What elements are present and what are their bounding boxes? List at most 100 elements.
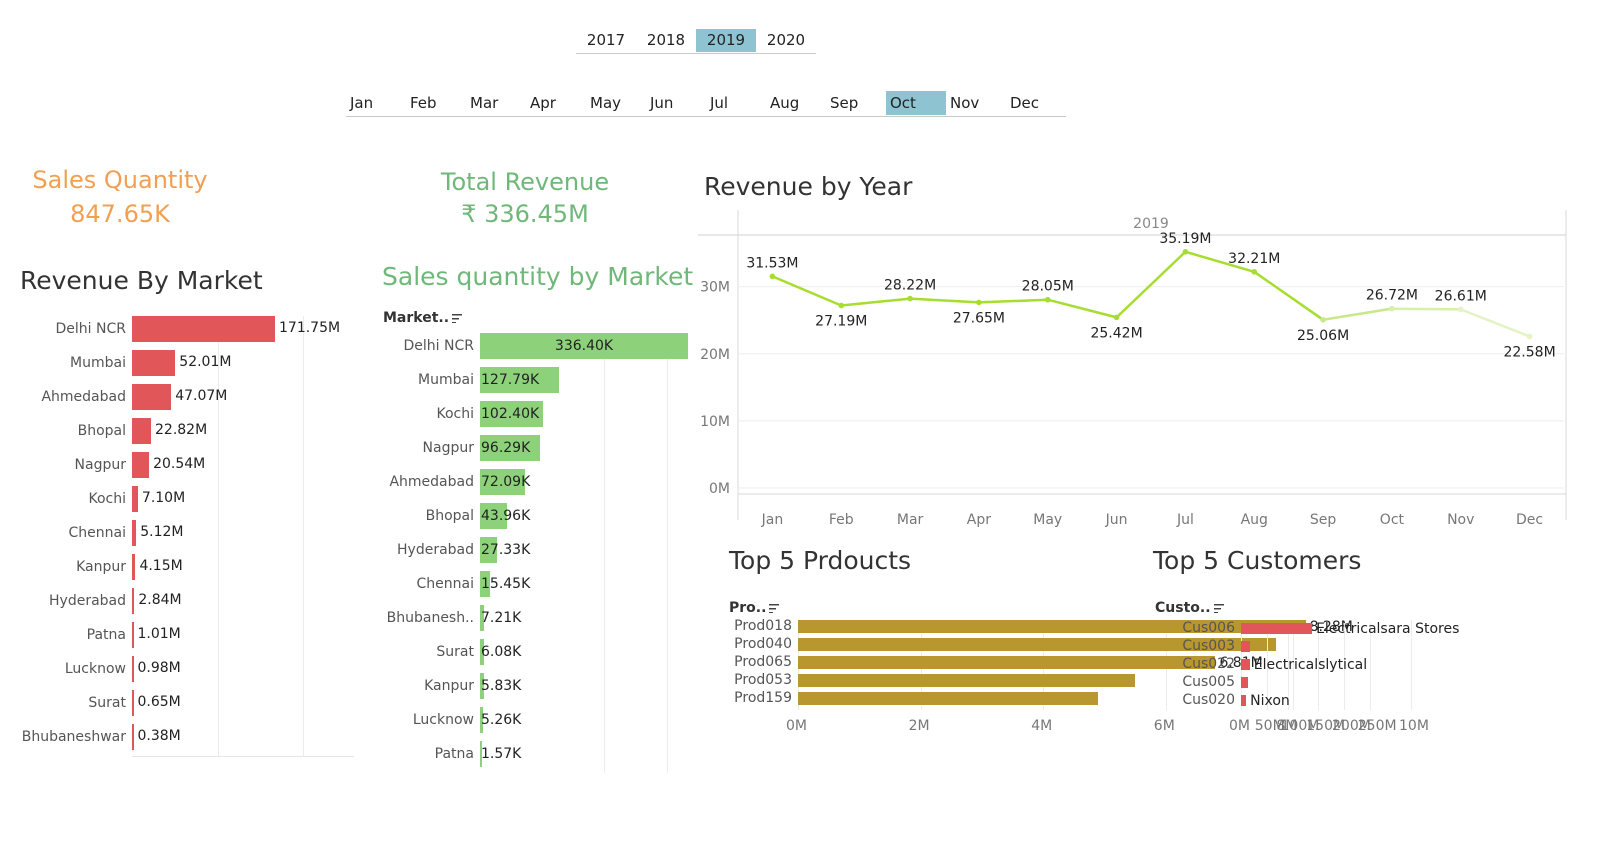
month-option-sep[interactable]: Sep	[830, 94, 859, 112]
tc-bar[interactable]	[1241, 695, 1247, 706]
sqm-bar[interactable]	[480, 571, 490, 597]
tp-x-tick: 6M	[1153, 718, 1175, 734]
sqm-category-label: Chennai	[416, 576, 474, 592]
sqm-bar[interactable]	[480, 741, 482, 767]
tc-x-tick: 100M	[1280, 718, 1320, 734]
sqm-bar[interactable]	[480, 537, 497, 563]
sqm-bar[interactable]	[480, 673, 484, 699]
tp-bar[interactable]	[798, 674, 1136, 687]
tp-bar[interactable]	[798, 620, 1306, 633]
sqm-bar[interactable]	[480, 469, 525, 495]
tc-bar[interactable]	[1241, 659, 1250, 670]
rby-point	[1044, 296, 1051, 303]
tc-bar[interactable]	[1241, 677, 1249, 688]
sqm-value-label: 5.26K	[481, 712, 522, 728]
rby-line-segment	[908, 297, 981, 304]
top-products-header[interactable]: Pro..	[729, 600, 780, 616]
rbm-category-label: Surat	[88, 695, 126, 711]
rby-point	[907, 295, 913, 302]
rbm-category-label: Lucknow	[64, 661, 126, 677]
sqm-category-label: Nagpur	[422, 440, 474, 456]
rbm-bar[interactable]	[132, 520, 137, 546]
sqm-bar[interactable]	[480, 401, 544, 427]
rby-value-label: 22.58M	[1503, 344, 1555, 360]
rby-value-label: 31.53M	[746, 255, 798, 271]
rbm-bar[interactable]	[132, 384, 172, 410]
top-customers-header[interactable]: Custo..	[1155, 600, 1224, 616]
month-option-jan[interactable]: Jan	[350, 94, 374, 112]
rby-line-segment	[1184, 250, 1256, 274]
month-option-jun[interactable]: Jun	[650, 94, 674, 112]
year-option-2017[interactable]: 2017	[586, 31, 626, 49]
tc-bar[interactable]	[1241, 623, 1313, 634]
year-option-2019[interactable]: 2019	[696, 29, 756, 52]
rby-x-tick: May	[1033, 512, 1062, 528]
rbm-bar[interactable]	[132, 724, 134, 750]
sqm-bar[interactable]	[480, 435, 540, 461]
month-option-may[interactable]: May	[590, 94, 622, 112]
sqm-bar[interactable]	[480, 605, 485, 631]
month-option-dec[interactable]: Dec	[1010, 94, 1040, 112]
rbm-bar[interactable]	[132, 418, 151, 444]
customer-header-label: Custo..	[1155, 600, 1211, 616]
rbm-bar[interactable]	[132, 622, 134, 648]
rby-x-tick: Jul	[1176, 512, 1194, 528]
market-header-label: Market..	[383, 310, 450, 326]
tp-category-label: Prod065	[734, 654, 792, 670]
tc-x-tick: 250M	[1357, 718, 1397, 734]
month-option-aug[interactable]: Aug	[770, 94, 800, 112]
sqm-bar[interactable]	[480, 707, 484, 733]
month-option-oct[interactable]: Oct	[886, 91, 946, 115]
tp-bar[interactable]	[798, 638, 1277, 651]
tp-bar[interactable]	[798, 656, 1216, 669]
sqm-bar[interactable]	[480, 367, 559, 393]
rbm-category-label: Kochi	[88, 491, 126, 507]
tc-bar[interactable]	[1241, 641, 1251, 652]
rby-line-segment	[1459, 308, 1531, 338]
rbm-bar[interactable]	[132, 554, 136, 580]
month-option-mar[interactable]: Mar	[470, 94, 499, 112]
rby-y-tick: 0M	[709, 481, 730, 497]
rby-x-tick: Aug	[1241, 512, 1268, 528]
sqm-bar[interactable]	[480, 639, 484, 665]
tp-value-label: 8.28M	[1309, 619, 1353, 635]
rby-value-label: 27.19M	[815, 313, 867, 329]
revenue-by-market-title: Revenue By Market	[20, 266, 263, 295]
rbm-category-label: Nagpur	[74, 457, 126, 473]
rbm-bar[interactable]	[132, 350, 176, 376]
rbm-bar[interactable]	[132, 656, 134, 682]
sqm-value-label: 96.29K	[481, 440, 531, 456]
month-option-nov[interactable]: Nov	[950, 94, 980, 112]
month-option-jul[interactable]: Jul	[710, 94, 729, 112]
rby-line-segment	[1390, 307, 1462, 311]
rbm-bar[interactable]	[132, 588, 135, 614]
sort-icon[interactable]	[769, 603, 780, 613]
rbm-bar[interactable]	[132, 452, 150, 478]
rbm-category-label: Bhopal	[77, 423, 126, 439]
month-option-apr[interactable]: Apr	[530, 94, 556, 112]
rby-x-tick: Feb	[829, 512, 854, 528]
month-option-feb[interactable]: Feb	[410, 94, 437, 112]
sqm-value-label: 72.09K	[481, 474, 531, 490]
tc-value-label: Electricalslytical	[1253, 657, 1368, 673]
rbm-bar[interactable]	[132, 316, 275, 342]
sqm-bar[interactable]	[480, 503, 508, 529]
rbm-value-label: 52.01M	[179, 354, 232, 370]
rbm-category-label: Ahmedabad	[41, 389, 126, 405]
tc-gridline	[1318, 623, 1320, 710]
rby-value-label: 35.19M	[1159, 231, 1211, 247]
sales-quantity-title: Sales Quantity	[32, 166, 208, 194]
sales-qty-market-header[interactable]: Market..	[383, 310, 463, 326]
tc-gridline	[1266, 623, 1268, 710]
tp-gridline	[1411, 620, 1412, 710]
sort-icon[interactable]	[452, 313, 463, 323]
tc-value-label: Nixon	[1250, 693, 1290, 709]
tp-bar[interactable]	[798, 692, 1099, 705]
sqm-bar[interactable]	[480, 333, 688, 359]
sort-icon[interactable]	[1213, 603, 1224, 613]
year-option-2018[interactable]: 2018	[646, 31, 686, 49]
sales-quantity-value: 847.65K	[70, 200, 170, 228]
rbm-bar[interactable]	[132, 486, 138, 512]
year-option-2020[interactable]: 2020	[766, 31, 806, 49]
rbm-bar[interactable]	[132, 690, 134, 716]
